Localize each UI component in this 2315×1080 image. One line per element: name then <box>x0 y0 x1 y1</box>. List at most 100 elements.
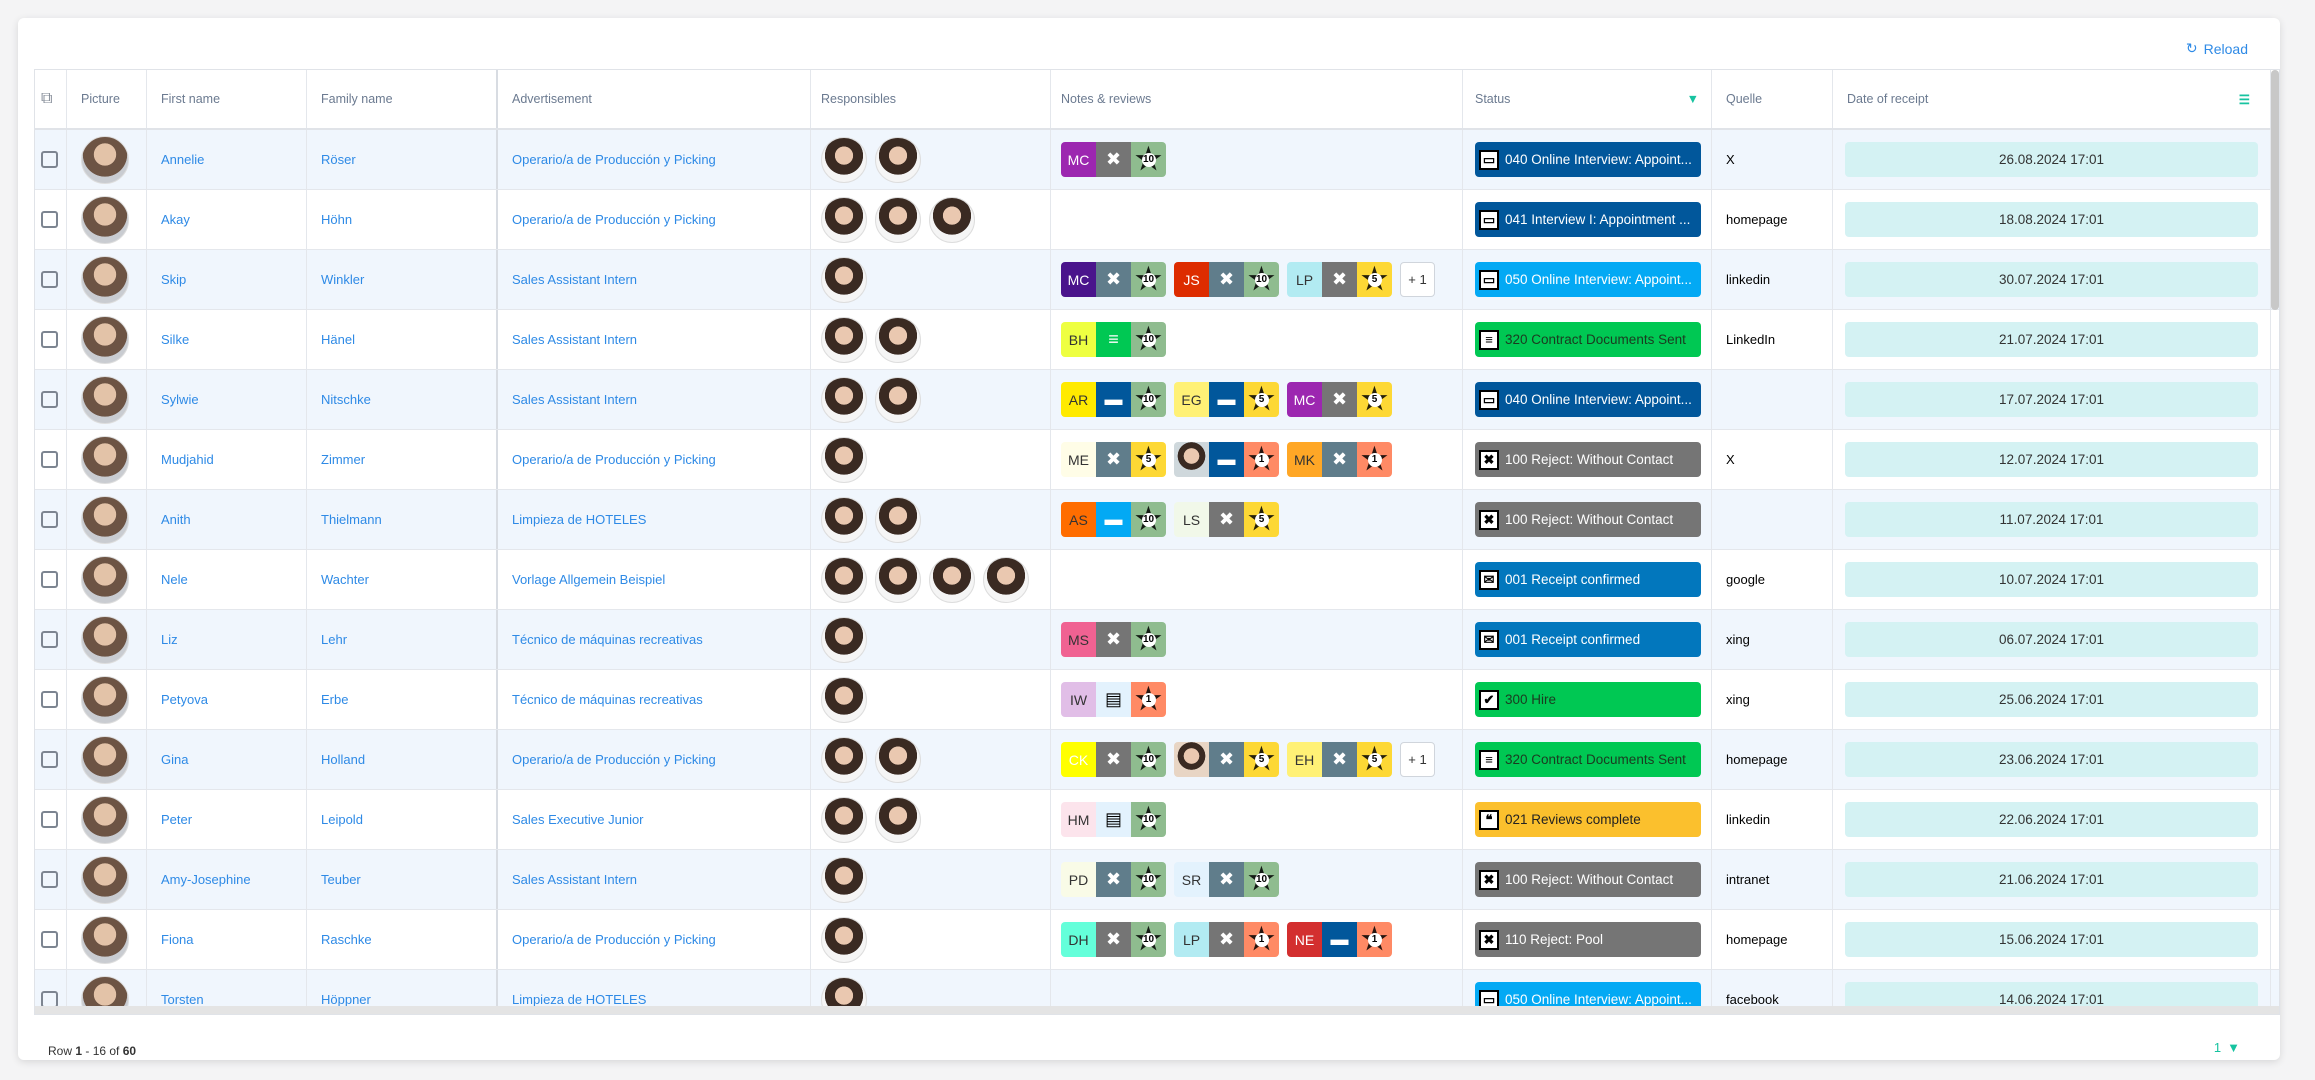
advertisement-link[interactable]: Limpieza de HOTELES <box>498 970 811 1014</box>
note-chip[interactable]: DH✖ 10 <box>1061 922 1166 957</box>
advertisement-link[interactable]: Técnico de máquinas recreativas <box>498 670 811 729</box>
note-chip[interactable]: ✖5 <box>1174 742 1279 777</box>
row-checkbox[interactable] <box>41 691 58 708</box>
responsible-avatar[interactable] <box>875 556 921 603</box>
column-quelle[interactable]: Quelle <box>1712 70 1833 128</box>
advertisement-link[interactable]: Vorlage Allgemein Beispiel <box>498 550 811 609</box>
table-row[interactable]: Gina Holland Operario/a de Producción y Pi… <box>35 730 2279 790</box>
note-chip[interactable]: ▬1 <box>1174 442 1279 477</box>
row-checkbox[interactable] <box>41 211 58 228</box>
first-name[interactable]: Sylwie <box>147 370 307 429</box>
row-checkbox[interactable] <box>41 631 58 648</box>
first-name[interactable]: Torsten <box>147 970 307 1014</box>
vertical-scrollbar[interactable] <box>2271 70 2279 310</box>
status-badge[interactable]: ✖ 110 Reject: Pool <box>1475 922 1701 957</box>
table-row[interactable]: Amy-Josephine Teuber Sales Assistant Inter… <box>35 850 2279 910</box>
avatar[interactable] <box>81 195 129 244</box>
responsible-avatar[interactable] <box>821 136 867 183</box>
status-badge[interactable]: ✖ 100 Reject: Without Contact <box>1475 502 1701 537</box>
note-chip[interactable]: NE▬ 1 <box>1287 922 1392 957</box>
more-notes-button[interactable]: + 1 <box>1400 742 1435 777</box>
status-badge[interactable]: ✖ 100 Reject: Without Contact <box>1475 862 1701 897</box>
avatar[interactable] <box>81 915 129 964</box>
family-name[interactable]: Höhn <box>307 190 498 249</box>
status-badge[interactable]: ✉ 001 Receipt confirmed <box>1475 622 1701 657</box>
first-name[interactable]: Petyova <box>147 670 307 729</box>
note-chip[interactable]: MS✖ 10 <box>1061 622 1166 657</box>
row-checkbox[interactable] <box>41 931 58 948</box>
avatar[interactable] <box>81 555 129 604</box>
family-name[interactable]: Hänel <box>307 310 498 369</box>
first-name[interactable]: Silke <box>147 310 307 369</box>
responsible-avatar[interactable] <box>983 556 1029 603</box>
column-family-name[interactable]: Family name <box>307 70 498 128</box>
note-chip[interactable]: JS✖ 10 <box>1174 262 1279 297</box>
first-name[interactable]: Mudjahid <box>147 430 307 489</box>
responsible-avatar[interactable] <box>821 796 867 843</box>
note-chip[interactable]: LP✖ 5 <box>1287 262 1392 297</box>
responsible-avatar[interactable] <box>875 316 921 363</box>
status-badge[interactable]: ▭ 040 Online Interview: Appoint... <box>1475 142 1701 177</box>
advertisement-link[interactable]: Operario/a de Producción y Picking <box>498 730 811 789</box>
column-notes[interactable]: Notes & reviews <box>1051 70 1463 128</box>
first-name[interactable]: Fiona <box>147 910 307 969</box>
select-all-toggle[interactable]: ⧉ <box>35 70 67 128</box>
more-notes-button[interactable]: + 1 <box>1400 262 1435 297</box>
responsible-avatar[interactable] <box>821 676 867 723</box>
filter-icon[interactable]: ▼ <box>1686 92 1699 106</box>
table-row[interactable]: Liz Lehr Técnico de máquinas recreativas MS… <box>35 610 2279 670</box>
note-chip[interactable]: PD✖ 10 <box>1061 862 1166 897</box>
responsible-avatar[interactable] <box>821 196 867 243</box>
responsible-avatar[interactable] <box>821 316 867 363</box>
status-badge[interactable]: ▭ 041 Interview I: Appointment ... <box>1475 202 1701 237</box>
family-name[interactable]: Lehr <box>307 610 498 669</box>
column-picture[interactable]: Picture <box>67 70 147 128</box>
note-chip[interactable]: MC✖ 5 <box>1287 382 1392 417</box>
column-first-name[interactable]: First name <box>147 70 307 128</box>
table-row[interactable]: Annelie Röser Operario/a de Producción y P… <box>35 130 2279 190</box>
avatar[interactable] <box>81 435 129 484</box>
note-chip[interactable]: LS✖ 5 <box>1174 502 1279 537</box>
row-checkbox[interactable] <box>41 451 58 468</box>
status-badge[interactable]: ▭ 040 Online Interview: Appoint... <box>1475 382 1701 417</box>
note-chip[interactable]: AR▬ 10 <box>1061 382 1166 417</box>
table-row[interactable]: Nele Wachter Vorlage Allgemein Beispiel ✉ 00… <box>35 550 2279 610</box>
responsible-avatar[interactable] <box>875 376 921 423</box>
responsible-avatar[interactable] <box>821 256 867 303</box>
note-chip[interactable]: LP✖ 1 <box>1174 922 1279 957</box>
family-name[interactable]: Raschke <box>307 910 498 969</box>
note-chip[interactable]: BH≡ 10 <box>1061 322 1166 357</box>
row-checkbox[interactable] <box>41 391 58 408</box>
avatar[interactable] <box>81 855 129 904</box>
first-name[interactable]: Skip <box>147 250 307 309</box>
responsible-avatar[interactable] <box>875 796 921 843</box>
status-badge[interactable]: ≡ 320 Contract Documents Sent <box>1475 742 1701 777</box>
family-name[interactable]: Leipold <box>307 790 498 849</box>
note-chip[interactable]: SR✖ 10 <box>1174 862 1279 897</box>
family-name[interactable]: Teuber <box>307 850 498 909</box>
first-name[interactable]: Anith <box>147 490 307 549</box>
note-chip[interactable]: CK✖ 10 <box>1061 742 1166 777</box>
avatar[interactable] <box>81 135 129 184</box>
filter-icon[interactable]: ▼ <box>2227 1040 2240 1055</box>
first-name[interactable]: Nele <box>147 550 307 609</box>
family-name[interactable]: Winkler <box>307 250 498 309</box>
row-checkbox[interactable] <box>41 571 58 588</box>
row-checkbox[interactable] <box>41 331 58 348</box>
advertisement-link[interactable]: Sales Assistant Intern <box>498 310 811 369</box>
responsible-avatar[interactable] <box>875 136 921 183</box>
family-name[interactable]: Thielmann <box>307 490 498 549</box>
responsible-avatar[interactable] <box>875 496 921 543</box>
status-badge[interactable]: ▭ 050 Online Interview: Appoint... <box>1475 262 1701 297</box>
advertisement-link[interactable]: Sales Assistant Intern <box>498 850 811 909</box>
family-name[interactable]: Holland <box>307 730 498 789</box>
sort-icon[interactable]: ☰ <box>2238 92 2250 107</box>
status-badge[interactable]: ✖ 100 Reject: Without Contact <box>1475 442 1701 477</box>
column-status[interactable]: Status ▼ <box>1463 70 1712 128</box>
responsible-avatar[interactable] <box>821 496 867 543</box>
status-badge[interactable]: ✔ 300 Hire <box>1475 682 1701 717</box>
advertisement-link[interactable]: Técnico de máquinas recreativas <box>498 610 811 669</box>
row-checkbox[interactable] <box>41 751 58 768</box>
